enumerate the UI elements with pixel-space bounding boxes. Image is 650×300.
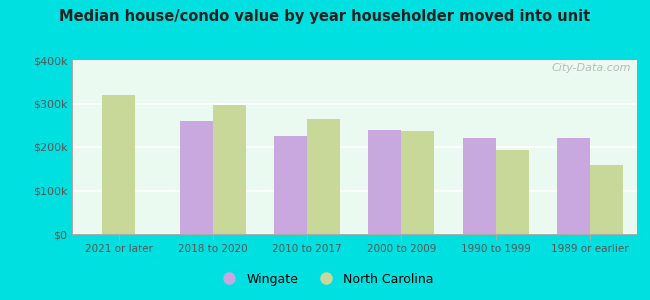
Bar xyxy=(307,119,340,234)
Bar xyxy=(180,121,213,234)
Bar xyxy=(213,105,246,234)
Bar xyxy=(274,136,307,234)
Text: Median house/condo value by year householder moved into unit: Median house/condo value by year househo… xyxy=(59,9,591,24)
Bar xyxy=(557,138,590,234)
Bar xyxy=(402,131,434,234)
Bar xyxy=(495,151,528,234)
Text: City-Data.com: City-Data.com xyxy=(552,64,631,74)
Legend: Wingate, North Carolina: Wingate, North Carolina xyxy=(211,268,439,291)
Bar xyxy=(369,130,402,234)
Bar xyxy=(102,95,135,234)
Bar xyxy=(590,165,623,234)
Bar xyxy=(463,138,495,234)
